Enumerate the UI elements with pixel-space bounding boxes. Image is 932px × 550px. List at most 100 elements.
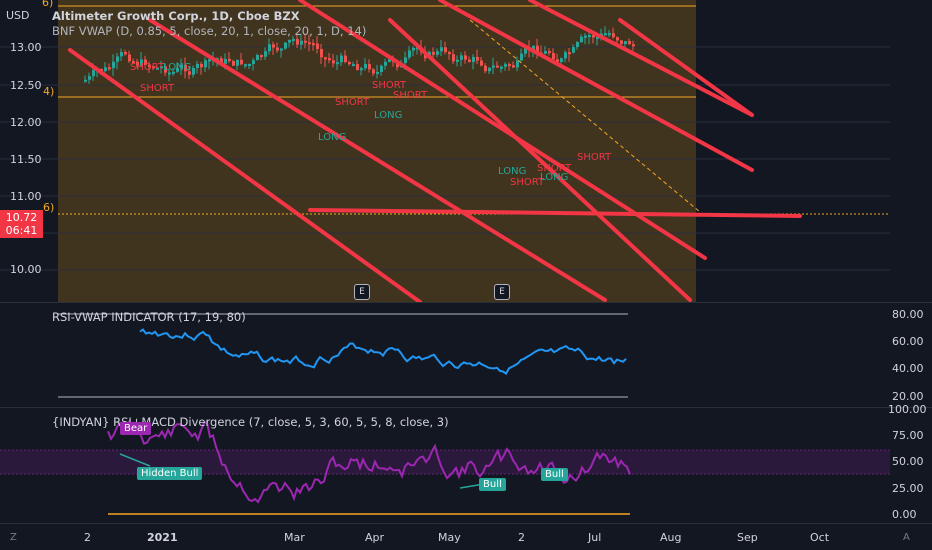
bnf-vwap-legend[interactable]: BNF VWAP (D, 0.85, 5, close, 20, 1, clos… xyxy=(52,24,367,38)
candle-body xyxy=(228,58,231,62)
candle-body xyxy=(536,45,539,53)
candle-body xyxy=(532,45,535,51)
auto-scale-button[interactable]: A xyxy=(903,532,910,543)
candle-body xyxy=(112,61,115,69)
signal-short-1: SHORT xyxy=(130,62,165,73)
candle-body xyxy=(552,52,555,60)
candle-body xyxy=(88,76,91,80)
signal-short-7: SHORT xyxy=(537,163,572,174)
zoom-z-button[interactable]: Z xyxy=(10,532,17,543)
candle-body xyxy=(156,67,159,70)
bear-badge: Bear xyxy=(120,422,152,435)
candle-body xyxy=(520,53,523,61)
level-marker-top: 6) xyxy=(42,0,54,9)
xtick-may: May xyxy=(438,531,461,544)
candle-body xyxy=(224,58,227,64)
xtick-2-b: 2 xyxy=(518,531,525,544)
candle-body xyxy=(504,64,507,67)
candle-body xyxy=(172,71,175,74)
rsi-axis-80: 80.00 xyxy=(892,308,924,321)
signal-long-5: LONG xyxy=(540,172,569,183)
xtick-sep: Sep xyxy=(737,531,758,544)
candle-body xyxy=(432,52,435,55)
candle-body xyxy=(184,64,187,72)
rsi-vwap-pane[interactable]: RSI-VWAP INDICATOR (17, 19, 80) xyxy=(0,303,890,407)
candle-body xyxy=(192,68,195,75)
candle-body xyxy=(268,44,271,52)
candle-body xyxy=(604,33,607,36)
candle-body xyxy=(388,59,391,62)
candle-body xyxy=(440,47,443,52)
candle-body xyxy=(208,59,211,62)
candle-body xyxy=(232,61,235,66)
candle-body xyxy=(544,51,547,54)
candle-body xyxy=(124,52,127,55)
price-pane[interactable]: Altimeter Growth Corp., 1D, Cboe BZX BNF… xyxy=(0,0,890,302)
bull-badge-1: Bull xyxy=(479,478,506,491)
signal-short-6: SHORT xyxy=(510,177,545,188)
candle-body xyxy=(624,41,627,45)
candle-body xyxy=(436,51,439,55)
level-marker-mid: 4) xyxy=(43,85,55,98)
candle-body xyxy=(180,64,183,69)
candle-body xyxy=(628,41,631,45)
current-price-tag: 10.72 06:41 xyxy=(0,210,43,238)
candle-body xyxy=(236,59,239,66)
candle-body xyxy=(348,62,351,65)
xtick-2021: 2021 xyxy=(147,531,178,544)
rsi-vwap-svg xyxy=(58,313,628,398)
candle-body xyxy=(592,35,595,38)
candle-body xyxy=(100,68,103,72)
xtick-oct: Oct xyxy=(810,531,830,544)
candle-body xyxy=(484,65,487,72)
earnings-marker-1[interactable]: E xyxy=(354,284,370,300)
candle-body xyxy=(364,64,367,69)
candle-body xyxy=(116,56,119,62)
xtick-jul: Jul xyxy=(588,531,602,544)
rsi-vwap-legend[interactable]: RSI-VWAP INDICATOR (17, 19, 80) xyxy=(52,310,246,324)
div-axis-50: 50.00 xyxy=(892,455,924,468)
candle-body xyxy=(352,64,355,67)
candle-body xyxy=(568,52,571,55)
trendlines xyxy=(68,0,802,302)
candle-body xyxy=(524,47,527,54)
candle-body xyxy=(332,60,335,64)
candle-body xyxy=(176,68,179,72)
candle-body xyxy=(368,64,371,70)
price-chart-svg xyxy=(0,0,890,302)
candle-body xyxy=(476,56,479,61)
hidden-bull-badge: Hidden Bull xyxy=(137,467,203,480)
currency-label[interactable]: USD xyxy=(6,9,30,22)
candle-body xyxy=(380,65,383,72)
candle-body xyxy=(456,59,459,62)
candle-body xyxy=(152,66,155,69)
signal-short-4: SHORT xyxy=(393,90,428,101)
signal-long-4: LONG xyxy=(498,166,527,177)
candle-body xyxy=(144,59,147,65)
candle-body xyxy=(248,63,251,66)
signal-long-1: LONG xyxy=(163,62,192,73)
candle-body xyxy=(464,55,467,60)
candle-body xyxy=(128,54,131,62)
candle-body xyxy=(288,39,291,43)
gridlines xyxy=(0,46,890,271)
current-price-value: 10.72 xyxy=(5,211,38,224)
candle-body xyxy=(580,36,583,43)
candle-body xyxy=(404,57,407,64)
candle-body xyxy=(508,64,511,67)
candle-body xyxy=(360,68,363,71)
divergence-legend[interactable]: {INDYAN} RSI+MACD Divergence (7, close, … xyxy=(52,415,449,429)
candle-body xyxy=(560,58,563,62)
current-price-countdown: 06:41 xyxy=(5,224,38,237)
candle-body xyxy=(468,59,471,62)
candle-body xyxy=(584,35,587,38)
price-tick-1150: 11.50 xyxy=(10,153,42,166)
candle-body xyxy=(612,33,615,38)
candle-body xyxy=(240,59,243,65)
xtick-mar: Mar xyxy=(284,531,305,544)
candle-body xyxy=(340,55,343,63)
candle-body xyxy=(572,47,575,53)
signal-short-2: SHORT xyxy=(140,83,175,94)
earnings-marker-2[interactable]: E xyxy=(494,284,510,300)
divergence-pane[interactable]: {INDYAN} RSI+MACD Divergence (7, close, … xyxy=(0,408,890,523)
